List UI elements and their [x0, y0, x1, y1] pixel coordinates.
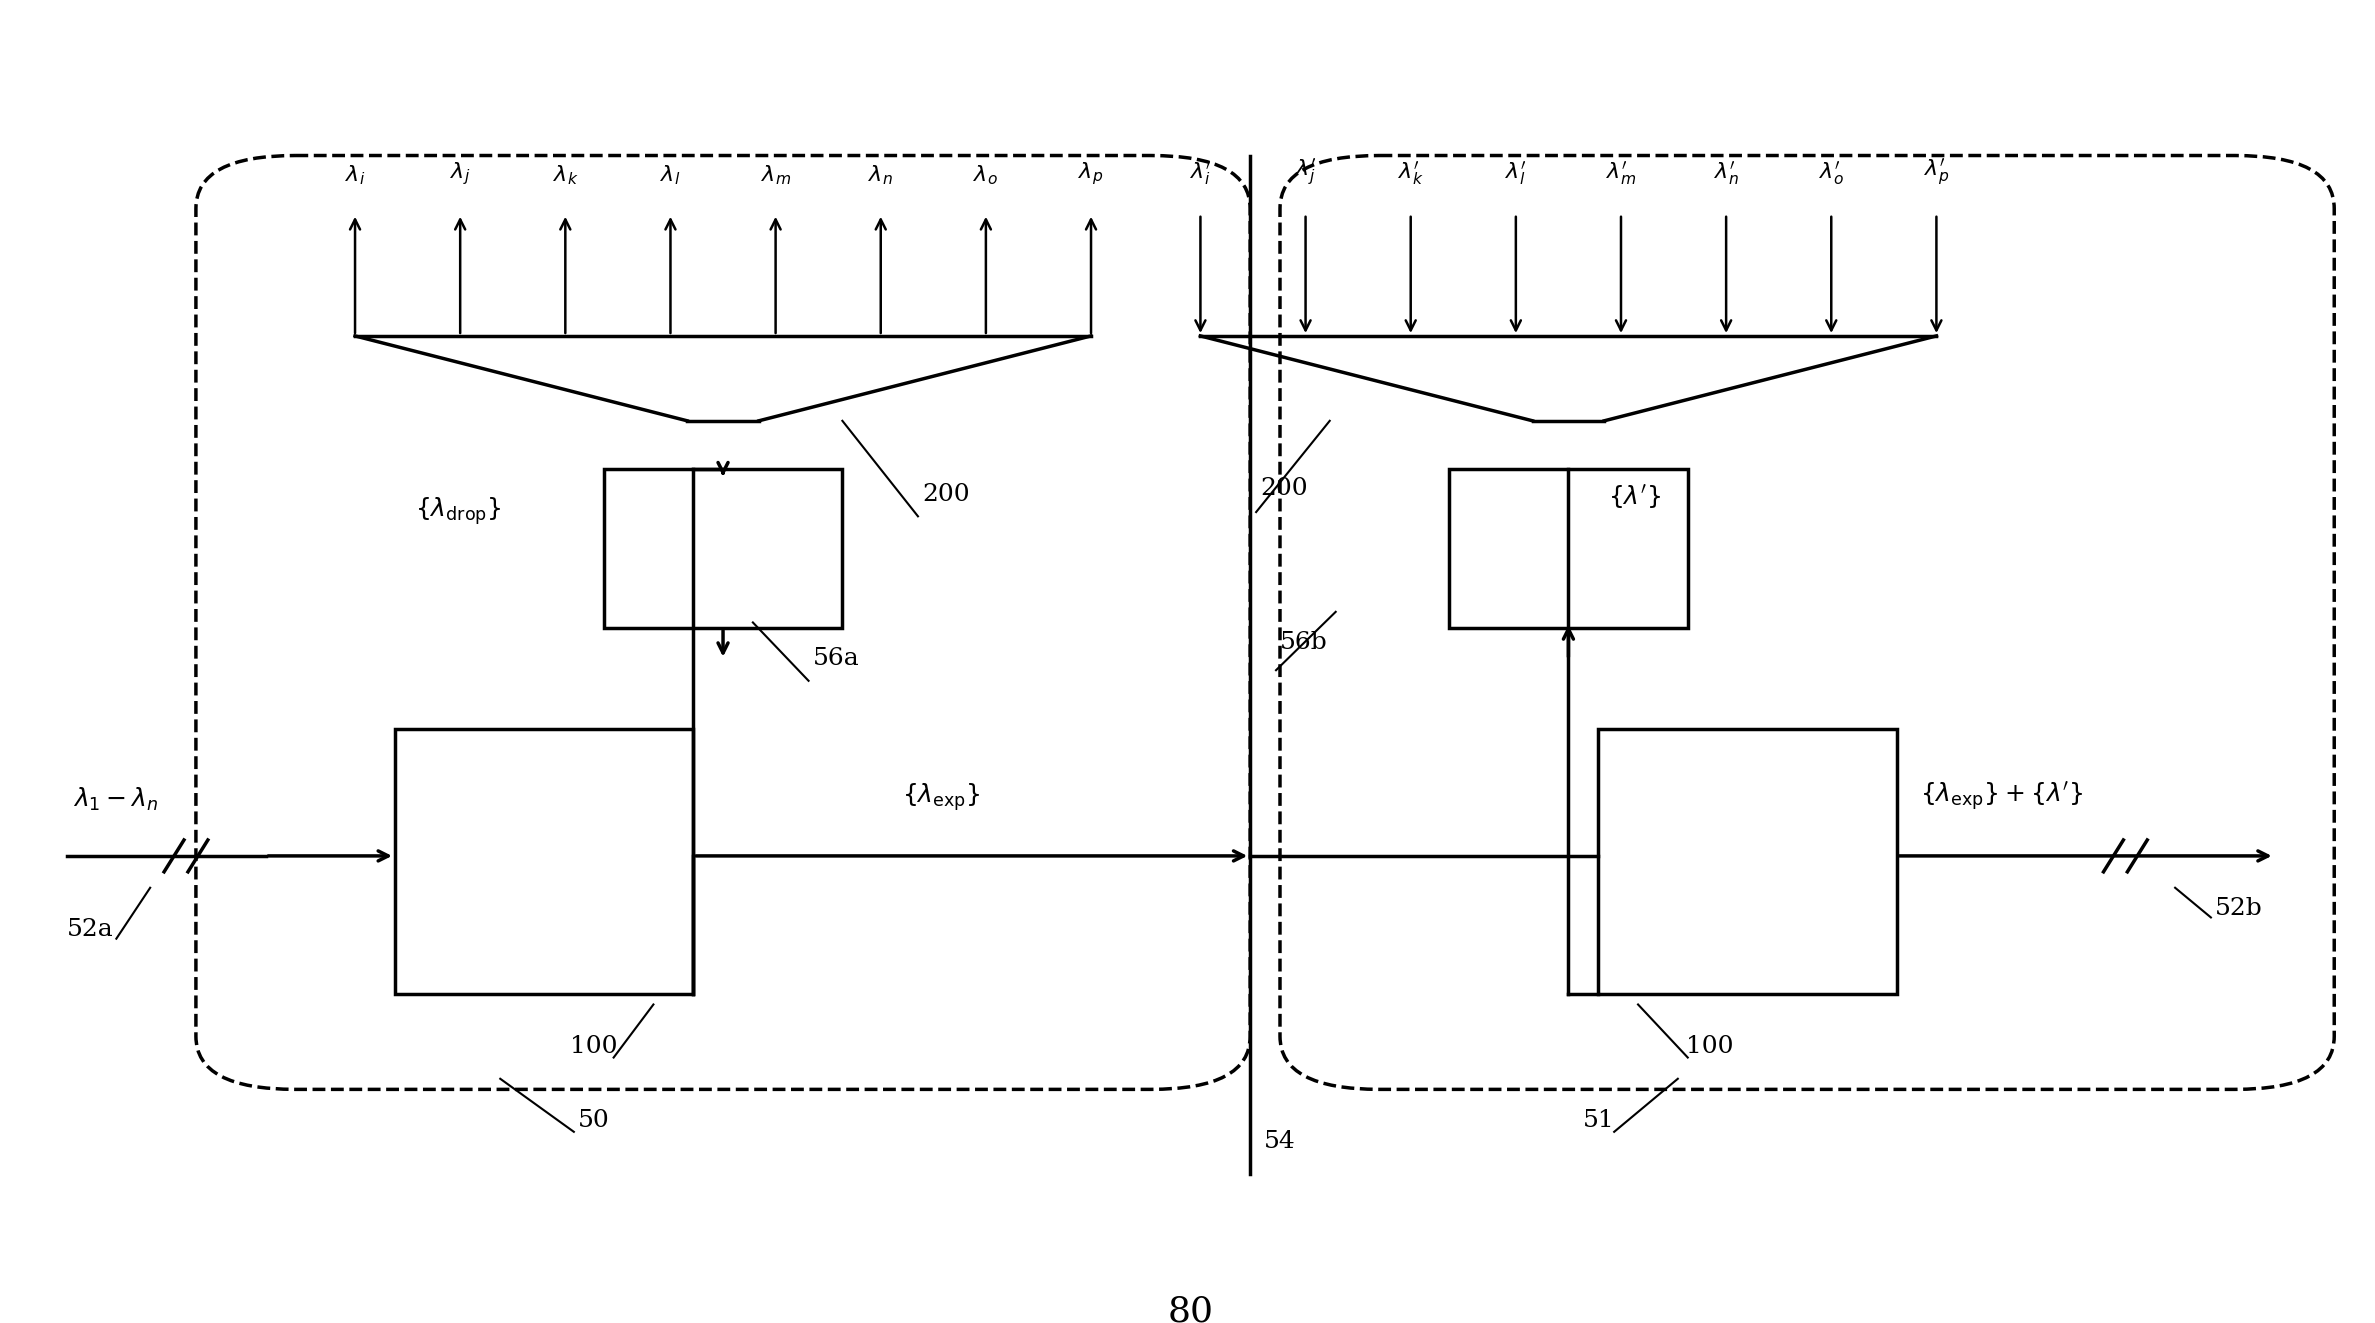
Text: $\lambda_j$: $\lambda_j$	[449, 160, 470, 188]
Text: 56a: 56a	[812, 647, 860, 671]
Text: 56b: 56b	[1280, 631, 1328, 655]
Text: 50: 50	[577, 1109, 610, 1131]
Text: $\{\lambda_{\mathrm{exp}}\}+\{\lambda^{\prime}\}$: $\{\lambda_{\mathrm{exp}}\}+\{\lambda^{\…	[1921, 781, 2083, 814]
Text: 200: 200	[1261, 478, 1309, 500]
Bar	[394, 729, 694, 994]
Text: $\{\lambda^{\prime}\}$: $\{\lambda^{\prime}\}$	[1608, 483, 1660, 511]
Text: $\lambda_l$: $\lambda_l$	[660, 164, 682, 188]
Text: 52b: 52b	[2216, 897, 2263, 919]
Text: $\lambda_o$: $\lambda_o$	[974, 164, 997, 188]
Text: $\lambda_j^{\prime}$: $\lambda_j^{\prime}$	[1294, 156, 1316, 188]
Text: $\lambda_i$: $\lambda_i$	[344, 164, 366, 188]
Bar	[1598, 729, 1898, 994]
Text: $\{\lambda_{\mathrm{drop}}\}$: $\{\lambda_{\mathrm{drop}}\}$	[416, 495, 501, 527]
Text: 51: 51	[1582, 1109, 1615, 1131]
Text: $\lambda_i^{\prime}$: $\lambda_i^{\prime}$	[1190, 160, 1211, 188]
Text: 54: 54	[1264, 1130, 1297, 1154]
Text: 52a: 52a	[66, 918, 114, 941]
Bar	[603, 468, 843, 627]
Text: 80: 80	[1168, 1294, 1214, 1323]
Text: $\lambda_n^{\prime}$: $\lambda_n^{\prime}$	[1715, 160, 1738, 188]
Text: $\lambda_n$: $\lambda_n$	[869, 164, 893, 188]
Text: $\lambda_l^{\prime}$: $\lambda_l^{\prime}$	[1506, 160, 1527, 188]
Text: $\lambda_p^{\prime}$: $\lambda_p^{\prime}$	[1924, 156, 1950, 188]
Text: 100: 100	[570, 1035, 618, 1057]
Text: $\lambda_m^{\prime}$: $\lambda_m^{\prime}$	[1606, 160, 1636, 188]
Text: $\lambda_k^{\prime}$: $\lambda_k^{\prime}$	[1399, 160, 1423, 188]
Text: $\{\lambda_{\mathrm{exp}}\}$: $\{\lambda_{\mathrm{exp}}\}$	[902, 782, 981, 814]
Text: $\lambda_o^{\prime}$: $\lambda_o^{\prime}$	[1819, 160, 1843, 188]
Text: $\lambda_1-\lambda_n$: $\lambda_1-\lambda_n$	[74, 786, 157, 814]
Text: $\lambda_m$: $\lambda_m$	[760, 164, 791, 188]
Text: $\lambda_k$: $\lambda_k$	[553, 164, 577, 188]
Text: $\lambda_p$: $\lambda_p$	[1078, 160, 1104, 188]
Text: 200: 200	[922, 483, 969, 505]
Text: 100: 100	[1686, 1035, 1734, 1057]
Bar	[1449, 468, 1689, 627]
